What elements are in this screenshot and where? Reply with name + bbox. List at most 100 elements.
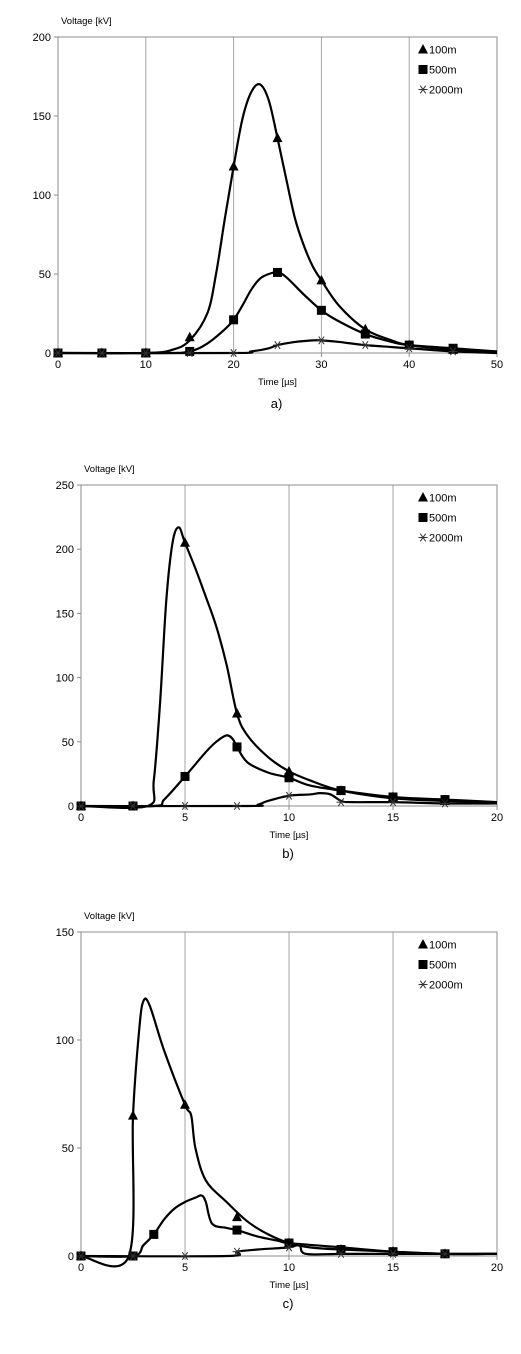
x-tick-label: 10 [283, 1262, 295, 1274]
legend-label: 2000m [429, 980, 463, 992]
legend-label: 500m [429, 513, 457, 525]
legend-marker-100m [418, 492, 428, 502]
data-point-2000m [53, 348, 63, 358]
y-tick-label: 150 [56, 608, 74, 620]
legend-marker-2000m [418, 980, 428, 989]
data-point-2000m [128, 1251, 138, 1261]
data-point-2000m [232, 1247, 242, 1256]
legend: 100m 500m 2000m [418, 492, 463, 545]
data-point-2000m [76, 801, 86, 811]
panel-caption: b) [282, 846, 294, 861]
data-point-2000m [273, 340, 282, 350]
chart-panel-a: 0 50 100 150 200 0 10 20 30 40 50 Voltage [kV] Time … [33, 16, 503, 411]
y-tick-label: 0 [45, 348, 51, 360]
series-line-500m [57, 271, 498, 355]
data-point-500m [388, 792, 398, 802]
data-point-2000m [232, 801, 242, 811]
panel-caption: a) [271, 396, 283, 411]
data-point-2000m [440, 1249, 450, 1258]
x-axis-label: Time [µs] [258, 377, 297, 388]
x-tick-label: 40 [403, 359, 415, 371]
data-point-2000m [360, 340, 370, 350]
series-line-2000m [80, 1243, 497, 1258]
chart-panel-c: 0 50 100 150 0 5 10 15 20 Voltage [kV] Time [µs] 10… [56, 911, 503, 1311]
data-point-2000m [180, 801, 190, 811]
chart-panel-b: 0 50 100 150 200 250 0 5 10 15 20 Voltage [kV] Time … [56, 464, 503, 861]
legend-marker-2000m [418, 85, 428, 94]
x-axis-label: Time [µs] [270, 1280, 309, 1291]
data-point-500m [185, 346, 195, 356]
legend-label: 2000m [429, 85, 463, 97]
data-point-100m [184, 331, 195, 342]
legend-label: 500m [429, 960, 457, 972]
y-tick-label: 150 [33, 111, 51, 123]
data-point-500m [232, 1225, 242, 1235]
y-axis-label: Voltage [kV] [61, 16, 112, 27]
data-point-100m [180, 1099, 190, 1109]
data-point-100m [272, 132, 283, 143]
y-axis-label: Voltage [kV] [84, 464, 135, 475]
data-point-500m [284, 773, 294, 783]
data-point-2000m [284, 791, 294, 800]
x-tick-label: 0 [55, 359, 61, 371]
x-axis-label: Time [µs] [270, 830, 309, 841]
legend-label: 100m [429, 940, 457, 952]
data-point-2000m [336, 1249, 346, 1258]
x-tick-label: 20 [227, 359, 239, 371]
x-tick-label: 5 [182, 812, 188, 824]
y-tick-label: 100 [56, 673, 74, 685]
x-tick-label: 10 [283, 812, 295, 824]
x-tick-label: 10 [140, 359, 152, 371]
x-tick-label: 30 [315, 359, 327, 371]
series-line-100m [80, 526, 498, 810]
x-tick-label: 20 [491, 812, 503, 824]
data-point-2000m [404, 344, 414, 353]
data-point-500m [149, 1229, 159, 1239]
data-point-500m [360, 329, 370, 339]
data-point-2000m [141, 348, 151, 358]
data-point-500m [316, 305, 326, 315]
data-point-500m [404, 340, 414, 350]
y-tick-label: 250 [56, 480, 74, 492]
series-line-100m [57, 83, 498, 355]
legend-marker-100m [418, 44, 428, 54]
x-tick-label: 15 [387, 1262, 399, 1274]
data-point-100m [232, 1211, 242, 1222]
legend-label: 2000m [429, 533, 463, 545]
x-tick-label: 5 [182, 1262, 188, 1274]
y-tick-label: 0 [68, 1251, 74, 1263]
y-axis-label: Voltage [kV] [84, 911, 135, 922]
legend: 100m 500m 2000m [418, 44, 463, 97]
x-tick-label: 50 [491, 359, 503, 371]
data-point-2000m [316, 336, 326, 345]
y-tick-label: 50 [39, 269, 51, 281]
data-point-2000m [180, 1251, 190, 1261]
data-point-100m [284, 765, 294, 776]
y-tick-label: 200 [56, 544, 74, 556]
data-point-100m [316, 274, 327, 285]
x-tick-label: 0 [78, 1262, 84, 1274]
legend-label: 500m [429, 65, 457, 77]
data-point-2000m [448, 347, 458, 356]
data-point-500m [180, 771, 190, 781]
data-point-2000m [388, 798, 398, 807]
data-point-2000m [185, 348, 195, 358]
y-tick-label: 200 [33, 32, 51, 44]
data-point-2000m [440, 799, 450, 808]
data-point-500m [448, 343, 458, 353]
legend-label: 100m [429, 45, 457, 57]
legend-marker-2000m [418, 533, 428, 542]
y-tick-label: 100 [56, 1035, 74, 1047]
y-tick-label: 50 [62, 737, 74, 749]
y-tick-label: 0 [68, 801, 74, 813]
y-tick-label: 50 [62, 1143, 74, 1155]
data-point-500m [273, 267, 282, 277]
data-point-100m [232, 708, 242, 718]
data-point-100m [228, 161, 239, 171]
data-point-500m [336, 786, 346, 796]
legend-label: 100m [429, 493, 457, 505]
data-point-2000m [336, 798, 346, 807]
data-point-500m [232, 742, 242, 752]
data-point-500m [229, 315, 239, 325]
